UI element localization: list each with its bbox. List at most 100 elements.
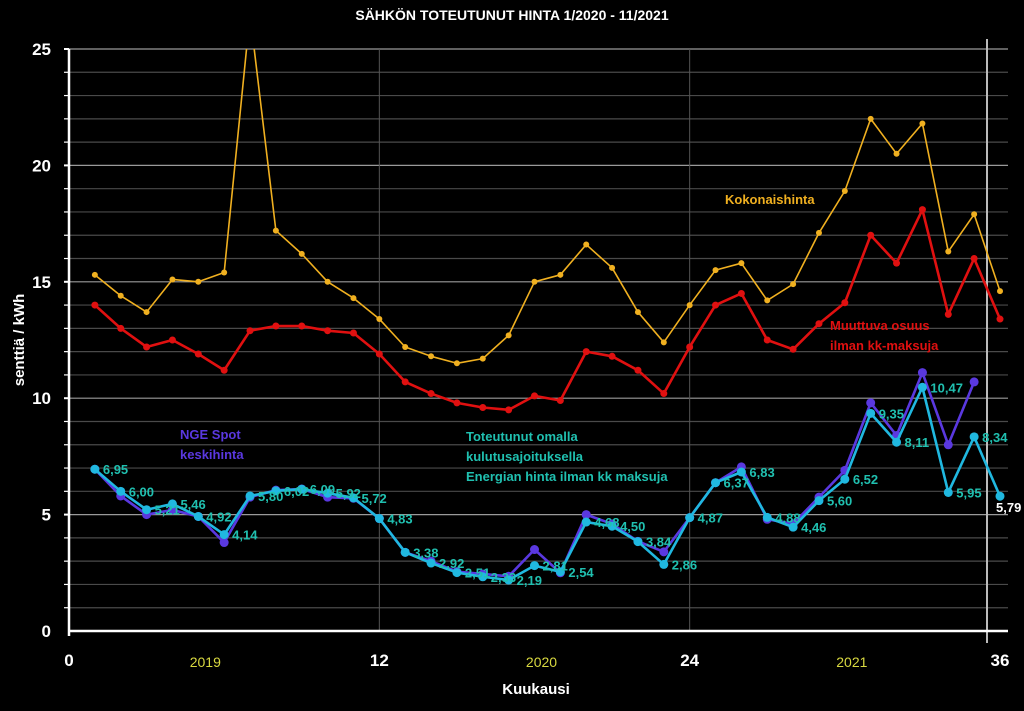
data-point <box>840 474 850 484</box>
data-point <box>116 486 126 496</box>
data-label: 2,92 <box>439 556 464 571</box>
data-point <box>376 316 383 323</box>
y-tick-label: 20 <box>32 156 51 175</box>
data-point <box>893 259 901 267</box>
data-point <box>221 269 228 276</box>
data-point <box>117 292 124 299</box>
data-point <box>143 309 150 316</box>
data-point <box>298 250 305 257</box>
data-point <box>581 510 591 520</box>
data-point <box>969 377 979 387</box>
data-point <box>943 440 953 450</box>
data-point <box>583 241 590 248</box>
series-line <box>93 208 1002 412</box>
data-point <box>608 352 616 360</box>
data-point <box>427 390 435 398</box>
data-label: 5,95 <box>956 485 981 500</box>
data-label: 2,33 <box>491 570 516 585</box>
data-point <box>426 558 436 568</box>
data-label: 5,92 <box>336 486 361 501</box>
data-point <box>557 271 564 278</box>
data-point <box>324 278 331 285</box>
x-tick-label: 36 <box>991 651 1010 670</box>
data-label: 5,46 <box>180 497 205 512</box>
data-label: 6,00 <box>129 484 154 499</box>
data-point <box>945 248 952 255</box>
data-point <box>428 353 435 360</box>
data-point <box>323 488 333 498</box>
data-point <box>738 260 745 267</box>
data-point <box>764 297 771 304</box>
series-lines <box>90 49 1005 585</box>
x-tick-label: 0 <box>64 651 73 670</box>
data-point <box>633 537 643 547</box>
data-label: 8,34 <box>982 430 1008 445</box>
data-point <box>712 267 719 274</box>
data-point <box>788 522 798 532</box>
data-point <box>995 491 1005 501</box>
data-point <box>918 206 926 214</box>
y-tick-label: 15 <box>32 273 51 292</box>
data-point <box>685 513 695 523</box>
data-point <box>660 390 668 398</box>
data-point <box>479 404 487 412</box>
data-point <box>686 302 693 309</box>
data-point <box>91 301 99 309</box>
data-point <box>219 530 229 540</box>
data-point <box>531 278 538 285</box>
data-label: 5,21 <box>155 503 180 518</box>
data-point <box>350 295 357 302</box>
data-label: 5,72 <box>361 491 386 506</box>
data-point <box>504 575 514 585</box>
x-axis-label: Kuukausi <box>502 681 570 698</box>
annotation-kokonaishinta: Kokonaishinta <box>725 192 815 207</box>
data-point <box>841 299 849 307</box>
data-point <box>943 487 953 497</box>
data-point <box>790 281 797 288</box>
chart-title: SÄHKÖN TOTEUTUNUT HINTA 1/2020 - 11/2021 <box>355 7 668 23</box>
data-labels: 6,956,005,21 5,464,924,14 5,80 6,02 6,09 5,92… <box>103 380 1021 588</box>
data-point <box>686 343 694 351</box>
data-label: 5,79 <box>996 500 1021 515</box>
data-point <box>892 437 902 447</box>
data-point <box>272 322 280 330</box>
data-point <box>349 329 357 337</box>
y-tick-label: 10 <box>32 389 51 408</box>
data-point <box>117 324 125 332</box>
data-label: 4,14 <box>232 528 258 543</box>
data-label: 6,52 <box>853 472 878 487</box>
data-point <box>737 289 745 297</box>
data-point <box>453 399 461 407</box>
annotation-muuttuva-2: ilman kk-maksuja <box>830 338 939 353</box>
data-point <box>324 327 332 335</box>
data-point <box>555 567 565 577</box>
data-point <box>660 339 667 346</box>
data-label: 6,37 <box>724 476 749 491</box>
data-point <box>142 505 152 515</box>
data-point <box>297 484 307 494</box>
data-label: 4,83 <box>387 512 412 527</box>
data-point <box>169 276 176 283</box>
data-label: 6,95 <box>103 462 128 477</box>
data-label: 2,54 <box>568 565 594 580</box>
year-label: 2020 <box>526 654 557 670</box>
data-point <box>712 301 720 309</box>
data-point <box>505 406 513 414</box>
data-label: 2,19 <box>517 573 542 588</box>
data-label: 6,83 <box>749 465 774 480</box>
data-point <box>815 229 822 236</box>
annotation-toteutunut-1: Toteutunut omalla <box>466 429 578 444</box>
data-point <box>453 360 460 367</box>
data-label: 2,86 <box>672 557 697 572</box>
data-label: 2,81 <box>543 559 568 574</box>
data-point <box>530 545 539 555</box>
data-point <box>91 271 98 278</box>
data-point <box>452 568 462 578</box>
data-point <box>272 227 279 234</box>
data-point <box>194 350 202 358</box>
data-point <box>400 547 410 557</box>
data-label: 10,47 <box>930 380 963 395</box>
y-axis-label: senttiä / kWh <box>11 294 28 387</box>
data-point <box>841 188 848 195</box>
data-point <box>711 478 721 488</box>
